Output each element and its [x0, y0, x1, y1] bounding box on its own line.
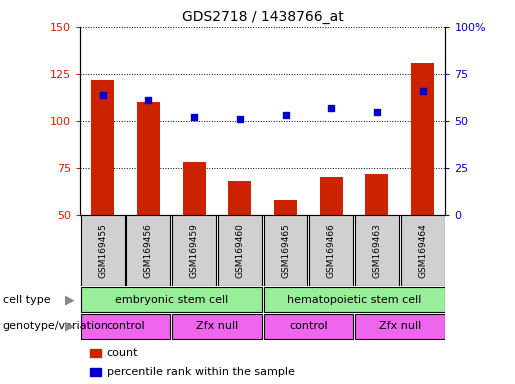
Text: genotype/variation: genotype/variation	[3, 321, 109, 331]
Bar	[172, 215, 216, 286]
Point	[281, 112, 289, 118]
Text: ▶: ▶	[65, 320, 74, 333]
Bar	[401, 215, 444, 286]
Bar	[320, 177, 342, 215]
Bar	[137, 102, 160, 215]
Bar	[81, 314, 170, 339]
Bar	[264, 287, 444, 312]
Text: GSM169464: GSM169464	[418, 223, 427, 278]
Title: GDS2718 / 1438766_at: GDS2718 / 1438766_at	[182, 10, 344, 25]
Point	[327, 105, 335, 111]
Bar	[411, 63, 434, 215]
Bar	[183, 162, 205, 215]
Text: count: count	[107, 348, 138, 358]
Bar	[366, 174, 388, 215]
Point	[373, 109, 381, 115]
Text: control: control	[106, 321, 145, 331]
Point	[236, 116, 244, 122]
Point	[190, 114, 198, 120]
Bar	[264, 314, 353, 339]
Text: GSM169460: GSM169460	[235, 223, 244, 278]
Bar	[172, 314, 262, 339]
Bar	[81, 215, 125, 286]
Bar	[81, 287, 262, 312]
Bar	[91, 79, 114, 215]
Bar	[228, 181, 251, 215]
Text: GSM169466: GSM169466	[327, 223, 336, 278]
Bar	[274, 200, 297, 215]
Text: GSM169459: GSM169459	[190, 223, 199, 278]
Text: Zfx null: Zfx null	[196, 321, 238, 331]
Text: percentile rank within the sample: percentile rank within the sample	[107, 367, 295, 377]
Bar	[355, 215, 399, 286]
Text: Zfx null: Zfx null	[379, 321, 421, 331]
Bar	[127, 215, 170, 286]
Text: GSM169456: GSM169456	[144, 223, 153, 278]
Point	[419, 88, 427, 94]
Bar	[218, 215, 262, 286]
Text: ▶: ▶	[65, 293, 74, 306]
Point	[98, 91, 107, 98]
Text: GSM169463: GSM169463	[372, 223, 382, 278]
Bar	[264, 215, 307, 286]
Text: hematopoietic stem cell: hematopoietic stem cell	[287, 295, 421, 305]
Text: GSM169465: GSM169465	[281, 223, 290, 278]
Bar	[355, 314, 444, 339]
Point	[144, 97, 152, 103]
Text: embryonic stem cell: embryonic stem cell	[115, 295, 228, 305]
Bar	[310, 215, 353, 286]
Text: cell type: cell type	[3, 295, 50, 305]
Text: control: control	[289, 321, 328, 331]
Text: GSM169455: GSM169455	[98, 223, 107, 278]
